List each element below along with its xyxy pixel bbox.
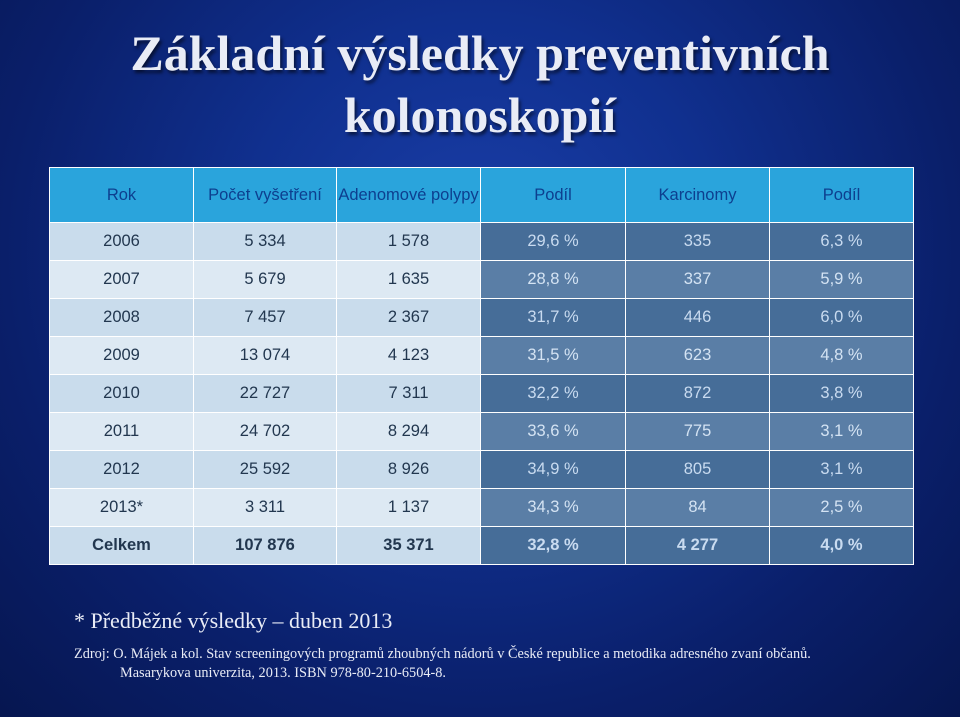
cell-exam-count: 3 311 bbox=[193, 488, 337, 527]
cell-polyp-share: 32,2 % bbox=[480, 374, 626, 413]
table-row: 2013* 3 311 1 137 34,3 % 84 2,5 % bbox=[49, 488, 914, 527]
cell-polyp-share: 34,3 % bbox=[480, 488, 626, 527]
cell-carcinomas: 84 bbox=[625, 488, 770, 527]
cell-exam-count: 24 702 bbox=[193, 412, 337, 451]
cell-adenomatous-polyps: 1 635 bbox=[336, 260, 481, 299]
cell-carcinomas: 805 bbox=[625, 450, 770, 489]
cell-exam-count: 7 457 bbox=[193, 298, 337, 337]
cell-total-label: Celkem bbox=[49, 526, 194, 565]
cell-total-carcinomas: 4 277 bbox=[625, 526, 770, 565]
cell-total-exam-count: 107 876 bbox=[193, 526, 337, 565]
cell-polyp-share: 29,6 % bbox=[480, 222, 626, 261]
source-citation: Zdroj: O. Májek a kol. Stav screeningový… bbox=[74, 645, 954, 683]
cell-carcinomas: 775 bbox=[625, 412, 770, 451]
cell-adenomatous-polyps: 2 367 bbox=[336, 298, 481, 337]
table-row: 2006 5 334 1 578 29,6 % 335 6,3 % bbox=[49, 222, 914, 261]
cell-year: 2006 bbox=[49, 222, 194, 261]
source-citation-line1: Zdroj: O. Májek a kol. Stav screeningový… bbox=[74, 646, 811, 662]
slide-title-line1: Základní výsledky preventivních bbox=[130, 25, 830, 81]
header-carcinomas: Karcinomy bbox=[625, 167, 770, 223]
cell-polyp-share: 31,5 % bbox=[480, 336, 626, 375]
cell-exam-count: 13 074 bbox=[193, 336, 337, 375]
cell-adenomatous-polyps: 8 294 bbox=[336, 412, 481, 451]
table-row: 2010 22 727 7 311 32,2 % 872 3,8 % bbox=[49, 374, 914, 413]
cell-total-carcinoma-share: 4,0 % bbox=[769, 526, 914, 565]
cell-carcinomas: 623 bbox=[625, 336, 770, 375]
table-row: 2008 7 457 2 367 31,7 % 446 6,0 % bbox=[49, 298, 914, 337]
cell-exam-count: 25 592 bbox=[193, 450, 337, 489]
table-row: 2007 5 679 1 635 28,8 % 337 5,9 % bbox=[49, 260, 914, 299]
cell-carcinoma-share: 4,8 % bbox=[769, 336, 914, 375]
cell-adenomatous-polyps: 4 123 bbox=[336, 336, 481, 375]
cell-exam-count: 22 727 bbox=[193, 374, 337, 413]
header-exam-count: Počet vyšetření bbox=[193, 167, 337, 223]
table-header-row: Rok Počet vyšetření Adenomové polypy Pod… bbox=[49, 167, 914, 223]
header-year: Rok bbox=[49, 167, 194, 223]
cell-carcinoma-share: 2,5 % bbox=[769, 488, 914, 527]
cell-carcinoma-share: 3,1 % bbox=[769, 412, 914, 451]
cell-polyp-share: 28,8 % bbox=[480, 260, 626, 299]
table-row: 2012 25 592 8 926 34,9 % 805 3,1 % bbox=[49, 450, 914, 489]
cell-polyp-share: 31,7 % bbox=[480, 298, 626, 337]
cell-year: 2007 bbox=[49, 260, 194, 299]
table-row: 2011 24 702 8 294 33,6 % 775 3,1 % bbox=[49, 412, 914, 451]
cell-carcinomas: 872 bbox=[625, 374, 770, 413]
cell-adenomatous-polyps: 8 926 bbox=[336, 450, 481, 489]
cell-carcinoma-share: 5,9 % bbox=[769, 260, 914, 299]
cell-exam-count: 5 334 bbox=[193, 222, 337, 261]
cell-polyp-share: 33,6 % bbox=[480, 412, 626, 451]
header-carcinoma-share: Podíl bbox=[769, 167, 914, 223]
cell-year: 2013* bbox=[49, 488, 194, 527]
cell-year: 2010 bbox=[49, 374, 194, 413]
slide-title: Základní výsledky preventivních kolonosk… bbox=[0, 22, 960, 146]
cell-year: 2012 bbox=[49, 450, 194, 489]
table-row: 2009 13 074 4 123 31,5 % 623 4,8 % bbox=[49, 336, 914, 375]
cell-total-adenomatous-polyps: 35 371 bbox=[336, 526, 481, 565]
preliminary-results-note: * Předběžné výsledky – duben 2013 bbox=[74, 608, 393, 633]
cell-adenomatous-polyps: 1 137 bbox=[336, 488, 481, 527]
cell-carcinomas: 446 bbox=[625, 298, 770, 337]
cell-carcinoma-share: 6,3 % bbox=[769, 222, 914, 261]
cell-year: 2008 bbox=[49, 298, 194, 337]
cell-carcinoma-share: 3,1 % bbox=[769, 450, 914, 489]
table-total-row: Celkem 107 876 35 371 32,8 % 4 277 4,0 % bbox=[49, 526, 914, 565]
header-polyp-share: Podíl bbox=[480, 167, 626, 223]
cell-carcinomas: 337 bbox=[625, 260, 770, 299]
cell-carcinomas: 335 bbox=[625, 222, 770, 261]
header-adenomatous-polyps: Adenomové polypy bbox=[336, 167, 481, 223]
cell-exam-count: 5 679 bbox=[193, 260, 337, 299]
cell-carcinoma-share: 6,0 % bbox=[769, 298, 914, 337]
cell-adenomatous-polyps: 1 578 bbox=[336, 222, 481, 261]
cell-adenomatous-polyps: 7 311 bbox=[336, 374, 481, 413]
source-citation-line2: Masarykova univerzita, 2013. ISBN 978-80… bbox=[120, 665, 446, 681]
cell-carcinoma-share: 3,8 % bbox=[769, 374, 914, 413]
slide-title-line2: kolonoskopií bbox=[343, 87, 617, 143]
cell-year: 2011 bbox=[49, 412, 194, 451]
cell-polyp-share: 34,9 % bbox=[480, 450, 626, 489]
cell-total-polyp-share: 32,8 % bbox=[480, 526, 626, 565]
cell-year: 2009 bbox=[49, 336, 194, 375]
results-table: Rok Počet vyšetření Adenomové polypy Pod… bbox=[49, 167, 914, 565]
